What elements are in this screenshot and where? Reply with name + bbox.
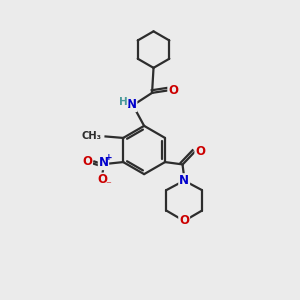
Text: N: N	[179, 174, 189, 187]
Text: O: O	[97, 173, 107, 186]
Text: ⁻: ⁻	[106, 180, 111, 190]
Text: O: O	[195, 145, 206, 158]
Text: +: +	[105, 153, 112, 162]
Text: H: H	[119, 97, 128, 107]
Text: N: N	[127, 98, 136, 111]
Text: O: O	[179, 214, 189, 227]
Text: N: N	[98, 157, 109, 169]
Text: CH₃: CH₃	[81, 131, 101, 142]
Text: O: O	[82, 155, 92, 168]
Text: O: O	[168, 84, 178, 97]
